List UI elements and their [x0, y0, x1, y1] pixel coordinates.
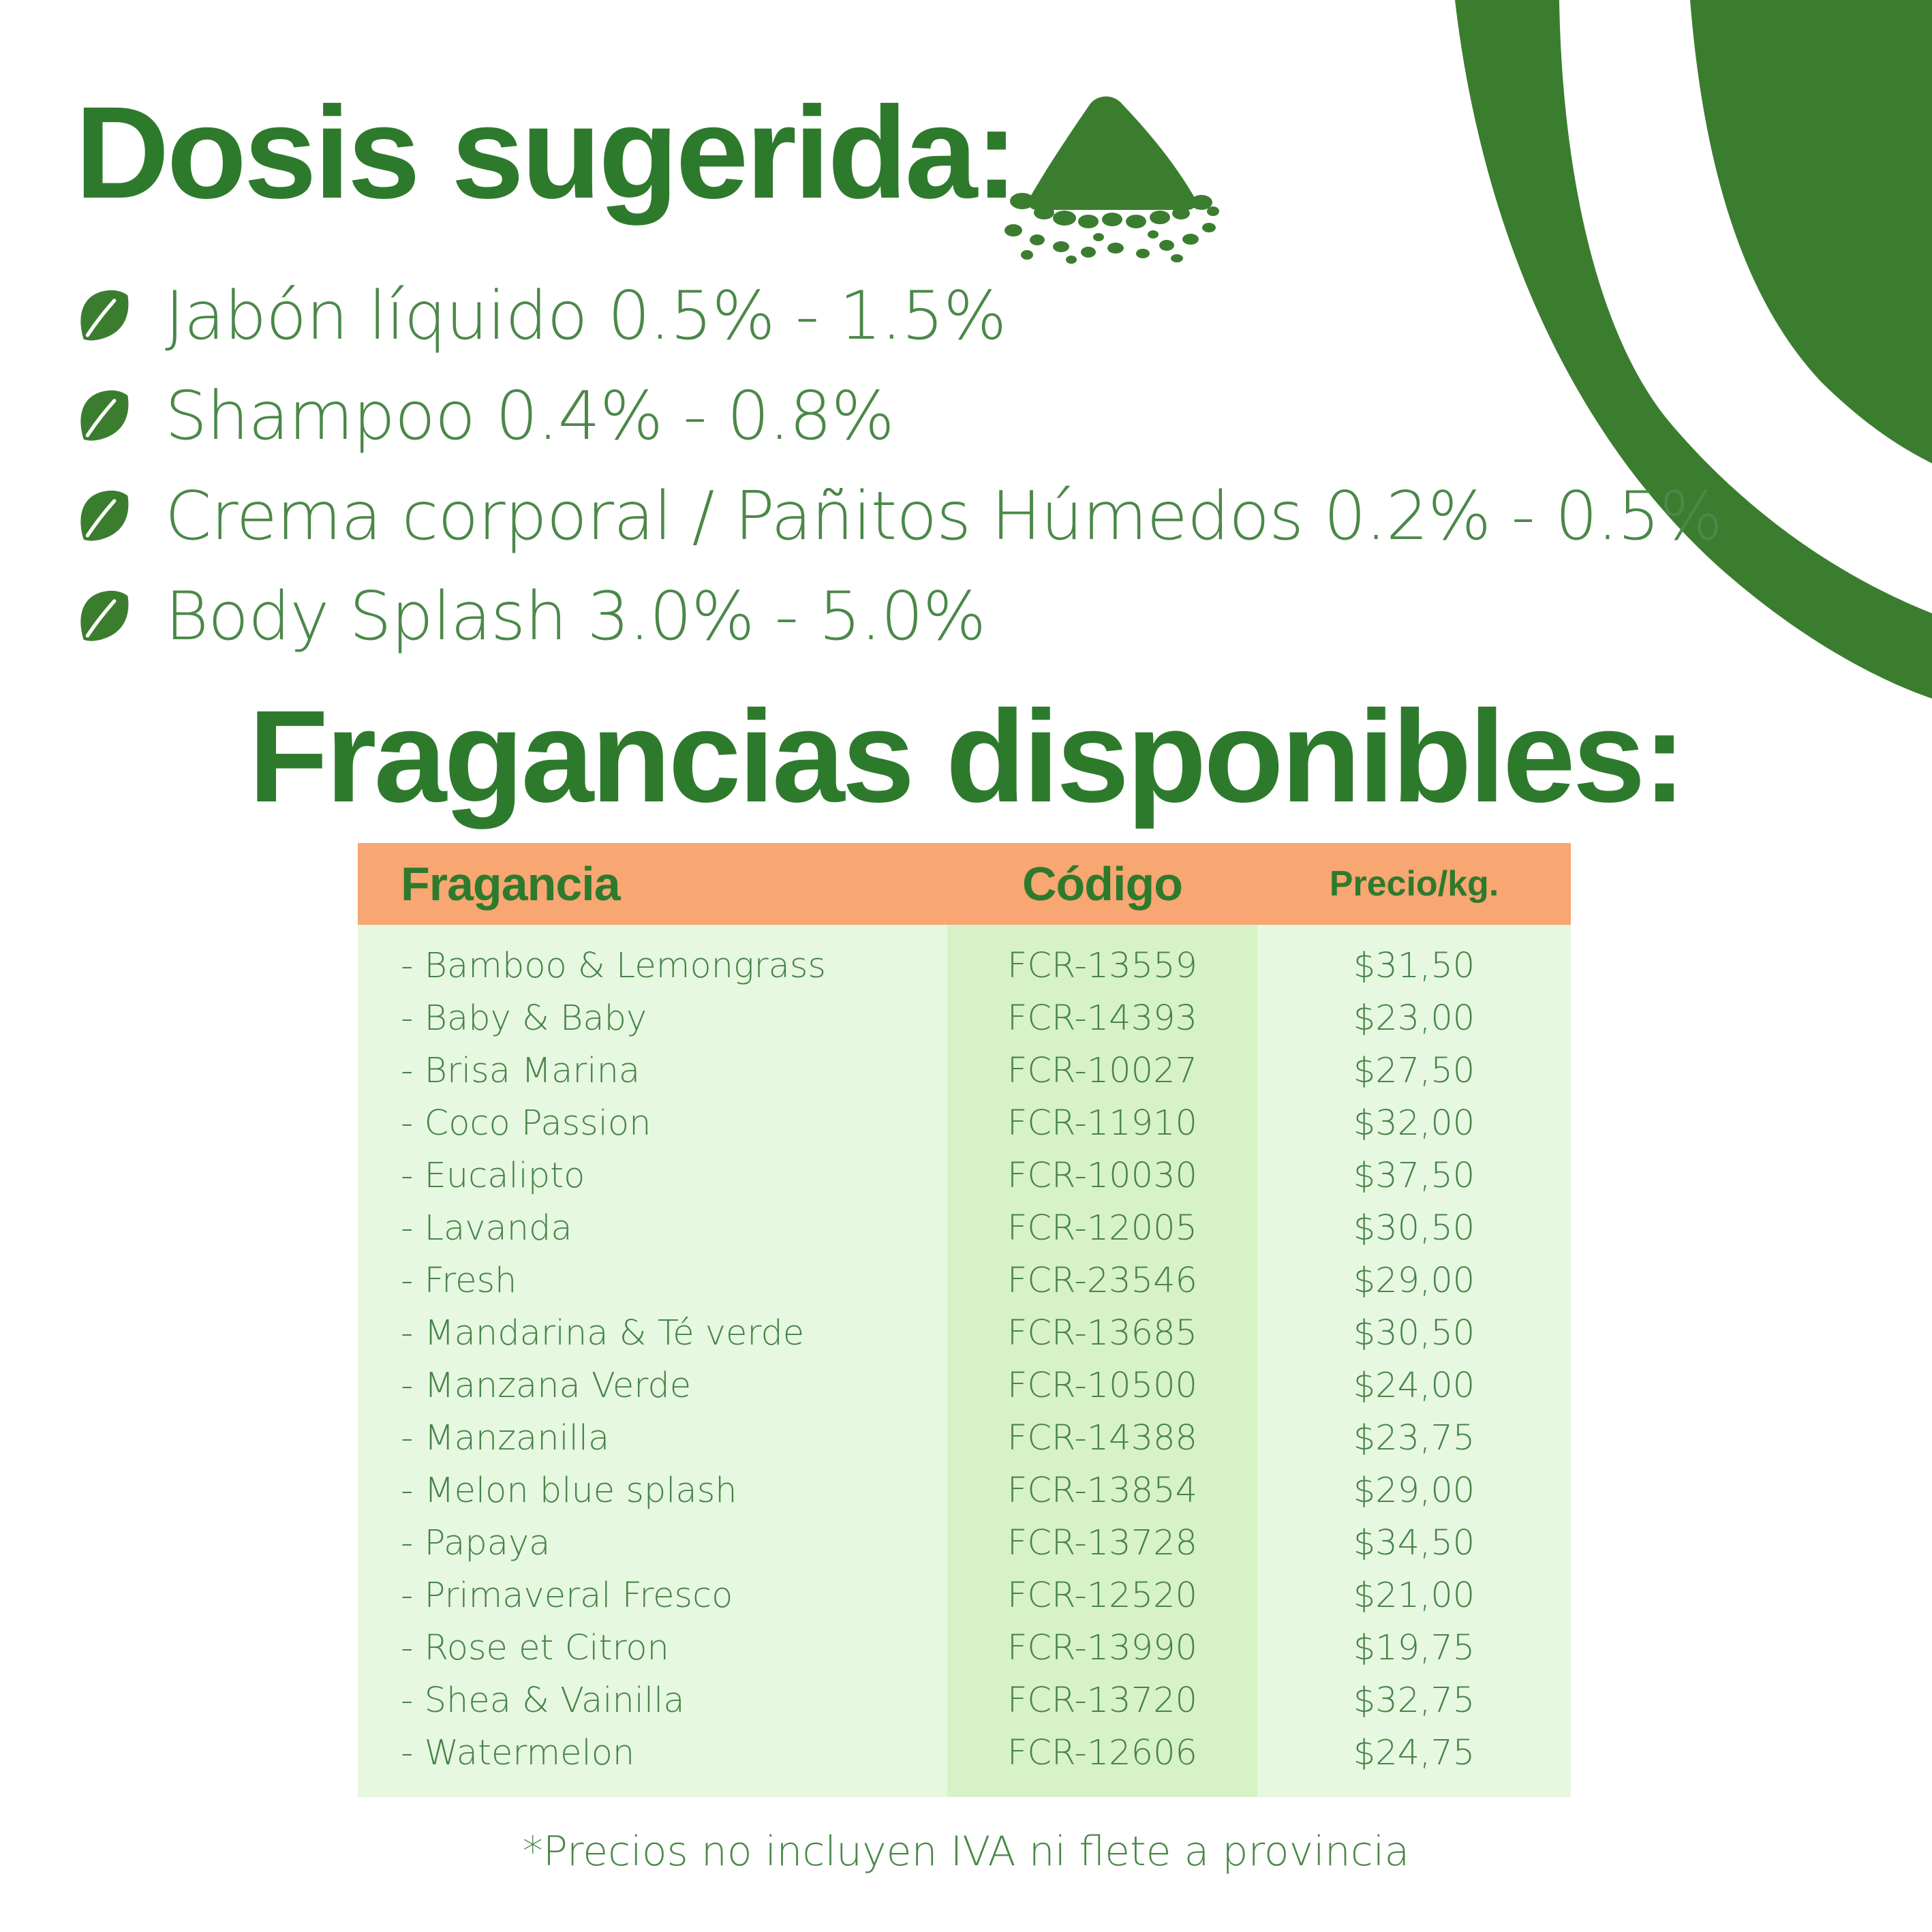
fragrance-name: - Primaveral Fresco [401, 1576, 733, 1616]
code-column-stripe [947, 925, 1257, 1797]
table-row: - Lavanda FCR-12005 $30,50 [358, 1202, 1571, 1255]
fragrance-name: - Baby & Baby [401, 998, 647, 1039]
powder-pile-icon [1005, 96, 1219, 264]
fragrance-price: $21,00 [1353, 1576, 1475, 1616]
fragrance-code: FCR-10030 [1007, 1156, 1197, 1196]
fragrance-price: $29,00 [1353, 1471, 1475, 1511]
fragrance-price: $23,00 [1353, 998, 1475, 1039]
fragrance-code: FCR-13728 [1007, 1523, 1197, 1563]
fragrance-code: FCR-10027 [1007, 1051, 1197, 1091]
fragrance-name: - Fresh [401, 1261, 517, 1301]
fragrance-code: FCR-13720 [1007, 1681, 1197, 1721]
table-row: - Mandarina & Té verde FCR-13685 $30,50 [358, 1307, 1571, 1360]
fragrance-code: FCR-14393 [1007, 998, 1197, 1039]
fragrance-price: $30,50 [1353, 1208, 1475, 1248]
fragrance-name: - Lavanda [401, 1208, 572, 1248]
fragrance-name: - Shea & Vainilla [401, 1681, 685, 1721]
dosage-item: Crema corporal / Pañitos Húmedos 0.2% - … [76, 466, 1723, 566]
leaf-icon [80, 290, 129, 341]
fragrance-price: $32,00 [1353, 1103, 1475, 1144]
leaf-icon [80, 490, 129, 541]
fragrance-price: $30,50 [1353, 1313, 1475, 1353]
table-row: - Brisa Marina FCR-10027 $27,50 [358, 1045, 1571, 1097]
page-title: Dosis sugerida: [75, 79, 1018, 226]
fragrance-price: $24,75 [1353, 1733, 1475, 1773]
column-header-fragrance: Fragancia [401, 857, 621, 910]
fragrance-code: FCR-11910 [1007, 1103, 1197, 1144]
fragrance-name: - Manzanilla [401, 1418, 610, 1458]
table-row: - Fresh FCR-23546 $29,00 [358, 1255, 1571, 1307]
fragrance-code: FCR-12005 [1007, 1208, 1197, 1248]
fragrance-code: FCR-23546 [1007, 1261, 1197, 1301]
fragrance-price: $24,00 [1353, 1366, 1475, 1406]
fragrance-name: - Rose et Citron [401, 1628, 669, 1668]
dosage-item-label: Body Splash 3.0% - 5.0% [165, 577, 986, 656]
fragrance-table-body: - Bamboo & Lemongrass FCR-13559 $31,50 -… [358, 925, 1571, 1797]
table-row: - Watermelon FCR-12606 $24,75 [358, 1727, 1571, 1779]
fragrance-name: - Manzana Verde [401, 1366, 692, 1406]
fragrance-price: $31,50 [1353, 946, 1475, 986]
table-row: - Coco Passion FCR-11910 $32,00 [358, 1097, 1571, 1150]
column-header-price: Precio/kg. [1329, 864, 1499, 904]
fragrance-name: - Watermelon [401, 1733, 635, 1773]
fragrances-title: Fragancias disponibles: [248, 683, 1687, 829]
fragrance-code: FCR-13990 [1007, 1628, 1197, 1668]
table-row: - Melon blue splash FCR-13854 $29,00 [358, 1465, 1571, 1517]
dosage-list: Jabón líquido 0.5% - 1.5% Shampoo 0.4% -… [76, 266, 1723, 666]
fragrance-name: - Eucalipto [401, 1156, 585, 1196]
table-row: - Shea & Vainilla FCR-13720 $32,75 [358, 1674, 1571, 1727]
table-row: - Manzana Verde FCR-10500 $24,00 [358, 1360, 1571, 1412]
fragrance-name: - Mandarina & Té verde [401, 1313, 805, 1353]
fragrance-name: - Papaya [401, 1523, 551, 1563]
fragrance-price: $27,50 [1353, 1051, 1475, 1091]
fragrance-code: FCR-13854 [1007, 1471, 1197, 1511]
dosage-item: Body Splash 3.0% - 5.0% [76, 566, 1722, 666]
dosage-item-label: Jabón líquido 0.5% - 1.5% [165, 277, 1007, 355]
table-row: - Bamboo & Lemongrass FCR-13559 $31,50 [358, 940, 1571, 992]
fragrance-name: - Brisa Marina [401, 1051, 641, 1091]
column-header-code: Código [1022, 857, 1183, 910]
fragrance-code: FCR-13559 [1007, 946, 1197, 986]
table-header: Fragancia Código Precio/kg. [358, 843, 1571, 925]
dosage-item: Shampoo 0.4% - 0.8% [76, 366, 1722, 466]
fragrance-price: $29,00 [1353, 1261, 1475, 1301]
fragrance-name: - Bamboo & Lemongrass [401, 946, 826, 986]
fragrance-code: FCR-12520 [1007, 1576, 1197, 1616]
table-row: - Primaveral Fresco FCR-12520 $21,00 [358, 1569, 1571, 1622]
leaf-icon [80, 390, 129, 441]
fragrance-name: - Melon blue splash [401, 1471, 737, 1511]
fragrance-price: $23,75 [1353, 1418, 1475, 1458]
table-row: - Baby & Baby FCR-14393 $23,00 [358, 992, 1571, 1045]
dosage-item-label: Shampoo 0.4% - 0.8% [165, 377, 895, 455]
fragrance-price: $37,50 [1353, 1156, 1475, 1196]
fragrance-code: FCR-13685 [1007, 1313, 1197, 1353]
price-footnote: *Precios no incluyen IVA ni flete a prov… [522, 1828, 1410, 1875]
fragrance-name: - Coco Passion [401, 1103, 651, 1144]
leaf-icon [80, 590, 129, 641]
fragrance-price: $32,75 [1353, 1681, 1475, 1721]
dosage-item: Jabón líquido 0.5% - 1.5% [76, 266, 1722, 366]
dosage-item-label: Crema corporal / Pañitos Húmedos 0.2% - … [165, 477, 1723, 555]
table-row: - Manzanilla FCR-14388 $23,75 [358, 1412, 1571, 1465]
fragrance-code: FCR-12606 [1007, 1733, 1197, 1773]
fragrance-code: FCR-10500 [1007, 1366, 1197, 1406]
table-row: - Papaya FCR-13728 $34,50 [358, 1517, 1571, 1569]
table-row: - Eucalipto FCR-10030 $37,50 [358, 1150, 1571, 1202]
fragrance-code: FCR-14388 [1007, 1418, 1197, 1458]
table-row: - Rose et Citron FCR-13990 $19,75 [358, 1622, 1571, 1674]
fragrance-price: $34,50 [1353, 1523, 1475, 1563]
fragrance-price-table: Fragancia Código Precio/kg. - Bamboo & L… [358, 843, 1571, 1797]
fragrance-price: $19,75 [1353, 1628, 1475, 1668]
